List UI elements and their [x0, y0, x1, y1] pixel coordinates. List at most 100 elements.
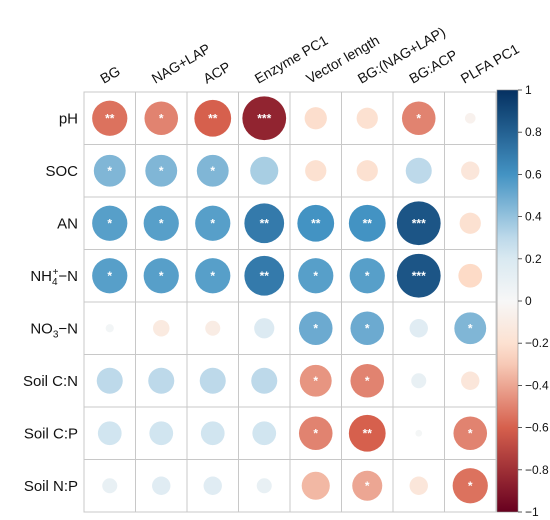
correlation-circle	[297, 204, 335, 242]
correlation-circle	[299, 364, 332, 397]
correlation-circle	[92, 205, 128, 241]
correlation-circle	[348, 414, 386, 452]
correlation-circle	[244, 255, 285, 296]
correlation-circle	[205, 320, 221, 336]
significance-label: **	[260, 269, 270, 283]
correlation-circle	[244, 203, 285, 244]
column-label: PLFA PC1	[458, 40, 522, 86]
significance-label: *	[468, 426, 473, 440]
colorbar-tick-label: 0.6	[525, 167, 542, 181]
correlation-circle	[152, 476, 171, 495]
correlation-circle	[452, 468, 488, 504]
significance-label: *	[313, 426, 318, 440]
correlation-circle	[199, 367, 226, 394]
significance-label: ***	[257, 111, 271, 125]
correlation-circles	[92, 96, 488, 504]
correlation-circle	[145, 154, 178, 187]
row-label: Soil C:N	[23, 373, 78, 390]
correlation-circle	[461, 161, 480, 180]
significance-label: *	[107, 216, 112, 230]
correlation-circle	[143, 205, 179, 241]
correlation-circle	[409, 319, 428, 338]
grid	[83, 91, 497, 513]
significance-label: ***	[412, 269, 426, 283]
correlation-circle	[242, 96, 287, 141]
correlation-circle	[102, 478, 118, 494]
colorbar-tick-label: −1	[525, 505, 539, 519]
significance-label: **	[105, 111, 115, 125]
significance-label: **	[363, 216, 373, 230]
significance-label: *	[107, 269, 112, 283]
significance-labels: ** * ** *** ** * ** * * ** ** ** **** * * ** * * **** * ** **…	[105, 111, 473, 493]
correlation-circle	[148, 367, 175, 394]
correlation-circle	[203, 476, 222, 495]
correlation-circle	[96, 367, 123, 394]
significance-label: *	[468, 479, 473, 493]
colorbar-tick-label: −0.4	[525, 378, 549, 392]
correlation-circle	[459, 212, 481, 234]
correlation-circle	[464, 112, 476, 124]
correlation-circle	[349, 258, 385, 294]
significance-label: *	[468, 321, 473, 335]
row-label: Soil N:P	[24, 478, 78, 495]
correlation-circle	[298, 258, 334, 294]
column-label: BG	[97, 63, 123, 87]
significance-label: *	[159, 164, 164, 178]
significance-label: **	[363, 426, 373, 440]
correlation-circle	[92, 100, 128, 136]
significance-label: **	[260, 216, 270, 230]
colorbar-gradient	[496, 89, 519, 513]
significance-label: *	[210, 164, 215, 178]
correlation-circle	[200, 421, 225, 446]
correlation-circle	[356, 160, 378, 182]
significance-label: **	[311, 216, 321, 230]
correlation-circle	[256, 478, 272, 494]
correlation-circle	[93, 154, 126, 187]
correlation-circle	[350, 311, 385, 346]
significance-label: *	[210, 216, 215, 230]
colorbar-tick-label: −0.2	[525, 336, 549, 350]
correlation-circle	[409, 476, 428, 495]
row-label: Soil C:P	[24, 425, 78, 442]
column-label: BG:(NAG+LAP)	[355, 24, 448, 87]
row-labels: pH SOC AN NH4+−N NO3−N Soil C:N Soil C:P Soil N…	[23, 110, 78, 495]
colorbar-tick-label: 1	[525, 83, 532, 97]
row-label: pH	[59, 110, 78, 127]
correlation-circle	[301, 471, 330, 500]
significance-label: *	[210, 269, 215, 283]
correlation-circle	[461, 371, 480, 390]
correlation-circle	[348, 204, 386, 242]
row-label: AN	[57, 215, 78, 232]
correlation-circle	[254, 318, 275, 339]
correlation-circle	[105, 324, 114, 333]
significance-label: *	[313, 321, 318, 335]
correlation-circle	[194, 99, 232, 137]
significance-label: *	[107, 164, 112, 178]
correlation-circle	[196, 154, 229, 187]
significance-label: *	[365, 479, 370, 493]
significance-label: *	[365, 374, 370, 388]
correlation-circle	[415, 429, 423, 437]
correlation-circle	[350, 363, 385, 398]
correlation-circle	[252, 421, 277, 446]
correlation-circle	[356, 107, 378, 129]
correlation-circle	[401, 101, 436, 136]
significance-label: *	[313, 374, 318, 388]
significance-label: *	[365, 269, 370, 283]
colorbar-tick-label: −0.8	[525, 463, 549, 477]
significance-label: *	[416, 111, 421, 125]
significance-label: *	[313, 269, 318, 283]
correlation-circle	[411, 373, 427, 389]
correlation-circle	[305, 160, 327, 182]
correlation-circle	[453, 416, 488, 451]
significance-label: **	[208, 111, 218, 125]
correlation-circle	[298, 311, 333, 346]
correlation-circle	[195, 205, 231, 241]
colorbar-tick-label: −0.6	[525, 421, 549, 435]
correlation-circle	[92, 258, 128, 294]
correlation-circle	[298, 416, 333, 451]
correlation-circle	[144, 101, 179, 136]
colorbar-tick-label: 0.4	[525, 210, 542, 224]
